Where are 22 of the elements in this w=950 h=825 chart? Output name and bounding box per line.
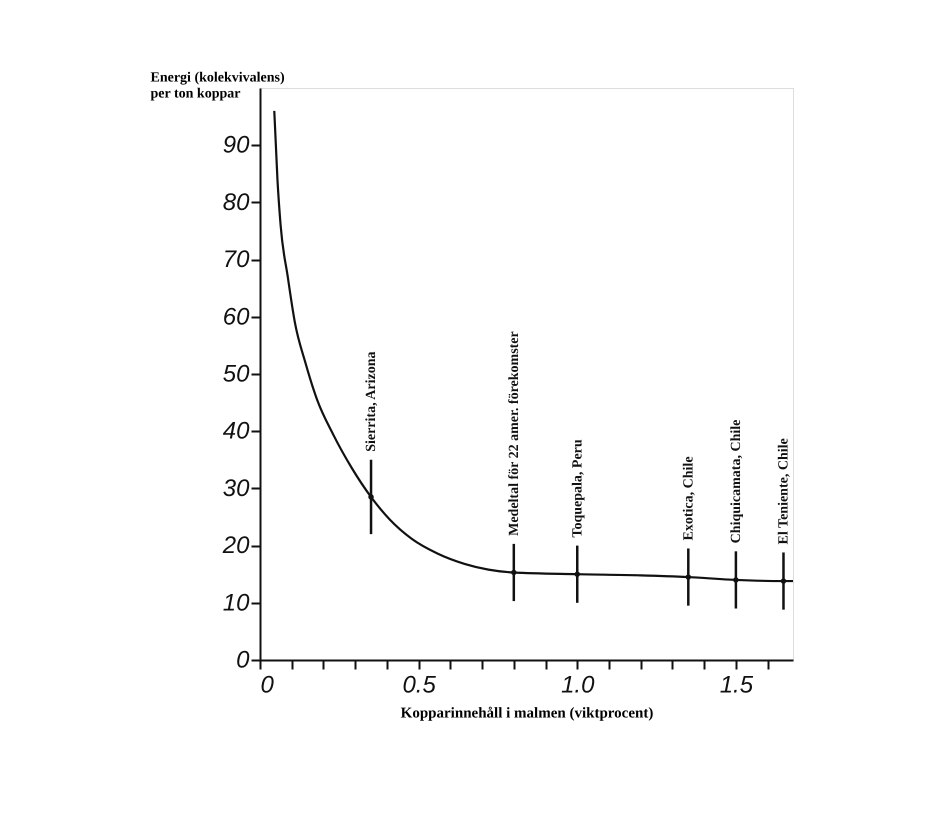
x-axis-title: Kopparinnehåll i malmen (viktprocent)	[400, 706, 654, 722]
y-tick-label: 70	[222, 246, 250, 274]
y-tick-label: 40	[222, 418, 250, 445]
annotation: Sierrita, Arizona	[364, 351, 380, 452]
x-tick-label: 0	[260, 672, 274, 698]
annotation: El Teniente, Chile	[776, 438, 792, 544]
annotation: Toquepala, Peru	[570, 439, 586, 538]
y-tick-label: 30	[222, 474, 250, 502]
x-tick-label: 1.5	[720, 672, 754, 698]
y-tick-label: 50	[222, 360, 250, 388]
y-tick-label: 0	[236, 646, 250, 674]
y-tick-label: 20	[222, 532, 250, 560]
x-tick-label: 1.0	[561, 672, 596, 698]
y-tick-label: 80	[222, 188, 250, 216]
y-tick-label: 60	[222, 303, 250, 330]
y-tick-label: 10	[222, 589, 250, 616]
annotation: Chiquicamata, Chile	[728, 420, 744, 544]
annotation: Medeltal för 22 amer. förekomster	[506, 331, 522, 536]
x-tick-label: 0.5	[402, 672, 436, 698]
annotation: Exotica, Chile	[681, 456, 696, 540]
y-tick-label: 90	[222, 132, 250, 159]
y-axis-title: Energi (kolekvivalens) per ton koppar	[150, 70, 286, 102]
